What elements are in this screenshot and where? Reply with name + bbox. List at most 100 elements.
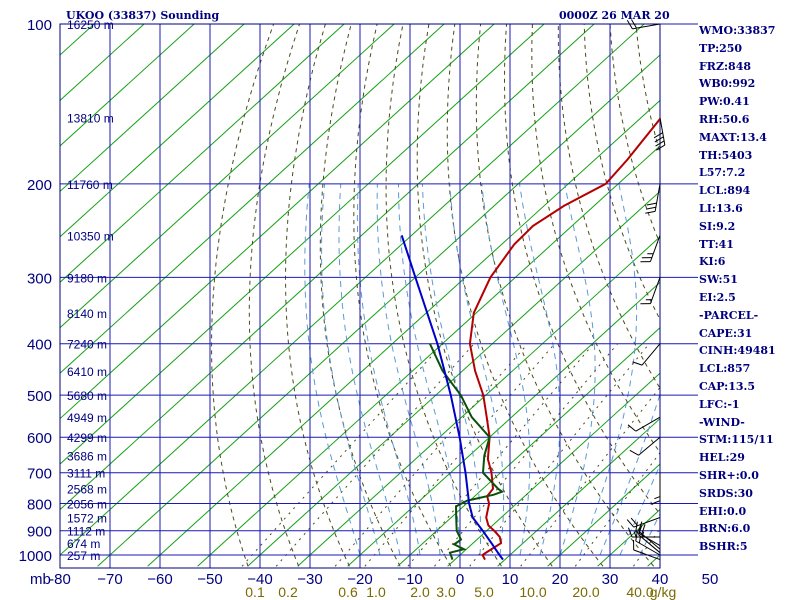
temperature-tick-label: −70 (97, 571, 122, 588)
index-item: EI:2.5 (699, 290, 736, 304)
dry-adiabat (475, 24, 655, 567)
temperature-tick-label: −30 (297, 571, 322, 588)
wind-barb-feather (654, 136, 664, 143)
index-item: PW:0.41 (699, 95, 750, 109)
pressure-tick-label: 400 (27, 337, 52, 354)
mixing-ratio-label: 1.0 (366, 584, 386, 600)
wind-barb-feather (654, 496, 661, 500)
index-item: CAP:13.5 (699, 379, 756, 393)
isotherm-line (60, 24, 345, 283)
wind-barb-staff (635, 416, 661, 432)
dry-adiabat (284, 24, 350, 567)
moist-adiabat (559, 183, 596, 556)
height-label: 6410 m (67, 365, 107, 379)
isotherm-line (60, 24, 245, 193)
height-label: 9180 m (67, 271, 107, 285)
wind-barb-feather (627, 527, 633, 538)
isotherm-line (497, 417, 660, 567)
mixing-ratio-line (407, 343, 594, 567)
wind-barb-feather (627, 424, 637, 432)
wind-barb-feather (633, 531, 637, 538)
dry-adiabat (446, 24, 604, 567)
wind-barb-feather (626, 20, 633, 30)
height-label: 2568 m (67, 483, 107, 497)
isotherm-line (60, 24, 195, 147)
index-item: BRN:6.0 (699, 522, 751, 536)
wind-barb-staff (635, 531, 661, 547)
wind-barb-feather (630, 517, 639, 526)
height-label: 257 m (67, 549, 100, 563)
dry-adiabat (791, 24, 800, 566)
pressure-tick-label: 300 (27, 270, 52, 287)
wind-barb-feather (631, 19, 637, 29)
isotherm-line (547, 463, 660, 567)
valid-time: 0000Z 26 MAR 20 (559, 9, 670, 22)
isotherm-line (197, 145, 660, 567)
index-item: KI:6 (699, 255, 726, 269)
index-item: LCL:894 (699, 184, 751, 198)
wind-barb-feather (635, 521, 638, 532)
index-item: SW:51 (699, 273, 738, 287)
pressure-tick-label: 800 (27, 497, 52, 514)
isotherm-line (397, 327, 660, 567)
pressure-tick-label: 100 (27, 17, 52, 34)
index-item: MAXT:13.4 (699, 130, 767, 144)
wind-barb-feather (632, 361, 643, 366)
wind-barb (629, 436, 661, 456)
dry-adiabat (248, 24, 300, 567)
pressure-tick-label: 900 (27, 524, 52, 541)
mixing-ratio-label: 2.0 (410, 584, 430, 600)
index-item: HEL:29 (699, 451, 745, 465)
wind-barb (626, 19, 661, 30)
pressure-tick-label: 200 (27, 177, 52, 194)
mixing-ratio-lines (241, 343, 660, 567)
wind-barb-staff (638, 530, 661, 550)
temperature-tick-label: 0 (456, 571, 464, 588)
height-label: 16250 m (67, 18, 114, 32)
height-label: 5680 m (67, 389, 107, 403)
wind-barb-staff (632, 23, 661, 30)
wind-barb (640, 277, 661, 305)
height-label: 1112 m (67, 525, 105, 539)
wind-barb-feather (653, 132, 663, 139)
wind-barb-staff (633, 517, 661, 528)
mixing-ratio-label: 0.1 (245, 584, 265, 600)
wind-barb (640, 235, 661, 263)
wind-barb-feather (656, 144, 666, 151)
wind-barb (653, 117, 666, 151)
isotherm-line (97, 54, 660, 567)
mixing-ratio-line (334, 343, 529, 567)
temperature-tick-label: −40 (247, 571, 272, 588)
wind-barb-staff (641, 343, 661, 366)
wind-barb-feather (638, 537, 641, 544)
station-title: UKOO (33837) Sounding (66, 9, 220, 22)
sounding-series (400, 117, 660, 561)
height-label: 13810 m (67, 112, 114, 126)
moist-adiabat (338, 183, 401, 556)
isotherm-line (347, 281, 660, 567)
height-label: 8140 m (67, 307, 107, 321)
wind-barb-staff (649, 235, 661, 262)
index-item: SHR+:0.0 (699, 468, 759, 482)
index-item: EHI:0.0 (699, 504, 747, 518)
wind-barb (626, 517, 661, 528)
temperature-tick-label: 10 (502, 571, 519, 588)
index-item: TT:41 (699, 237, 734, 251)
mixing-ratio-label: 0.2 (278, 584, 298, 600)
moist-adiabat (599, 392, 660, 556)
isotherm-line (60, 24, 395, 329)
temperature-tick-label: −50 (197, 571, 222, 588)
index-item: LI:13.6 (699, 201, 743, 215)
wind-barb-feather (646, 202, 657, 206)
mixing-ratio-label: 10.0 (519, 584, 546, 600)
wind-barb-feather (655, 140, 665, 147)
wind-barb-feather (638, 521, 643, 532)
pressure-tick-label: 500 (27, 388, 52, 405)
dry-adiabat (319, 24, 401, 567)
wind-barb-staff (638, 534, 661, 554)
mixing-ratio-line (520, 386, 660, 567)
moist-adiabat (481, 183, 531, 556)
index-item: BSHR:5 (699, 540, 748, 554)
moist-adiabat (449, 183, 505, 556)
isotherm-line (297, 236, 660, 567)
